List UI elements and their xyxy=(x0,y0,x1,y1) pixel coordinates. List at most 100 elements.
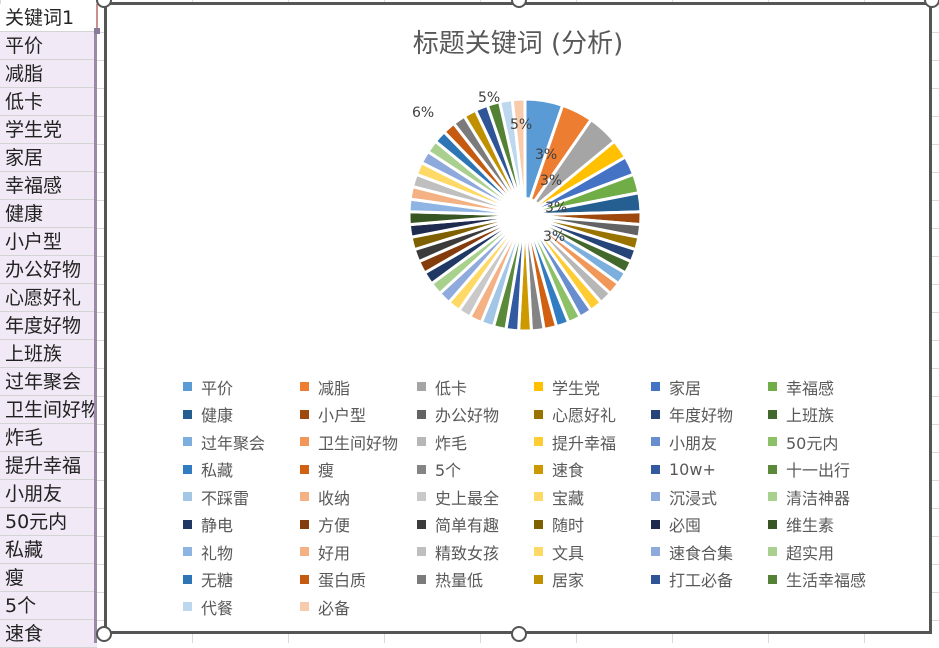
legend-item[interactable]: 好用 xyxy=(300,540,417,564)
legend-item[interactable]: 减脂 xyxy=(300,375,417,399)
legend-swatch-icon xyxy=(768,574,777,584)
legend-label: 私藏 xyxy=(201,461,234,481)
legend-label: 必囤 xyxy=(669,516,702,536)
legend-item[interactable]: 私藏 xyxy=(183,457,300,481)
legend-item[interactable]: 5个 xyxy=(417,457,534,481)
legend-label: 小朋友 xyxy=(669,433,718,453)
legend-item[interactable]: 提升幸福 xyxy=(534,430,651,454)
legend-item[interactable]: 十一出行 xyxy=(768,457,885,481)
legend-item[interactable]: 幸福感 xyxy=(768,375,885,399)
legend-item[interactable]: 简单有趣 xyxy=(417,512,534,536)
legend-item[interactable]: 小户型 xyxy=(300,402,417,426)
legend-item[interactable]: 精致女孩 xyxy=(417,540,534,564)
cell-a7[interactable]: 幸福感 xyxy=(0,172,97,200)
legend-item[interactable]: 必囤 xyxy=(651,512,768,536)
legend-item[interactable]: 50元内 xyxy=(768,430,885,454)
legend-item[interactable]: 代餐 xyxy=(183,595,300,619)
pie-slice-49[interactable] xyxy=(510,97,527,216)
legend-item[interactable]: 低卡 xyxy=(417,375,534,399)
legend-item[interactable]: 年度好物 xyxy=(651,402,768,426)
legend-item[interactable]: 速食 xyxy=(534,457,651,481)
cell-a21[interactable]: 瘦 xyxy=(0,564,97,592)
legend-label: 维生素 xyxy=(786,516,835,536)
cell-a14[interactable]: 过年聚会 xyxy=(0,368,97,396)
legend-label: 减脂 xyxy=(318,378,351,398)
chart-area[interactable]: 标题关键词 (分析) 6% 5% 5% 3% 3% 3% 3% 平价 减脂 低卡 学生党 家居 幸福感… xyxy=(104,2,932,634)
cell-a2[interactable]: 平价 xyxy=(0,32,97,60)
legend-item[interactable]: 速食合集 xyxy=(651,540,768,564)
legend-row: 代餐 必备 xyxy=(183,593,903,621)
legend-item[interactable]: 小朋友 xyxy=(651,430,768,454)
legend-item[interactable]: 维生素 xyxy=(768,512,885,536)
cell-a15[interactable]: 卫生间好物 xyxy=(0,396,97,424)
chart-title[interactable]: 标题关键词 (分析) xyxy=(412,29,624,59)
cell-a17[interactable]: 提升幸福 xyxy=(0,452,97,480)
cell-a13[interactable]: 上班族 xyxy=(0,340,97,368)
legend-swatch-icon xyxy=(300,437,309,447)
legend-item[interactable]: 必备 xyxy=(300,595,417,619)
cell-a3[interactable]: 减脂 xyxy=(0,60,97,88)
legend-item[interactable]: 热量低 xyxy=(417,567,534,591)
data-label: 5% xyxy=(510,117,533,133)
legend-item[interactable]: 办公好物 xyxy=(417,402,534,426)
legend-item[interactable]: 卫生间好物 xyxy=(300,430,417,454)
legend-item[interactable]: 家居 xyxy=(651,375,768,399)
cell-a19[interactable]: 50元内 xyxy=(0,508,97,536)
legend-label: 炸毛 xyxy=(435,433,468,453)
legend-swatch-icon xyxy=(651,464,660,474)
cell-a16[interactable]: 炸毛 xyxy=(0,424,97,452)
selection-handle[interactable] xyxy=(94,28,100,34)
legend-item[interactable]: 文具 xyxy=(534,540,651,564)
legend-swatch-icon xyxy=(768,492,777,502)
cell-a11[interactable]: 心愿好礼 xyxy=(0,284,97,312)
cell-a22[interactable]: 5个 xyxy=(0,592,97,620)
legend-row: 过年聚会 卫生间好物 炸毛 提升幸福 小朋友 50元内 xyxy=(183,428,903,456)
legend-item[interactable]: 宝藏 xyxy=(534,485,651,509)
legend-item[interactable]: 沉浸式 xyxy=(651,485,768,509)
legend-item[interactable]: 炸毛 xyxy=(417,430,534,454)
cell-a1-header[interactable]: 关键词1 xyxy=(0,4,97,32)
cell-a4[interactable]: 低卡 xyxy=(0,88,97,116)
pie-chart[interactable] xyxy=(405,95,645,335)
cell-a5[interactable]: 学生党 xyxy=(0,116,97,144)
legend-item[interactable]: 居家 xyxy=(534,567,651,591)
cell-a12[interactable]: 年度好物 xyxy=(0,312,97,340)
cell-a6[interactable]: 家居 xyxy=(0,144,97,172)
legend-item[interactable]: 清洁神器 xyxy=(768,485,885,509)
legend-label: 健康 xyxy=(201,406,234,426)
legend-item[interactable]: 不踩雷 xyxy=(183,485,300,509)
legend-item[interactable]: 超实用 xyxy=(768,540,885,564)
chart-legend[interactable]: 平价 减脂 低卡 学生党 家居 幸福感 健康 小户型 办公好物 心愿好礼 年度好物 上班族 过年聚会 卫生… xyxy=(183,373,903,621)
resize-handle-bottom[interactable] xyxy=(511,626,527,642)
legend-swatch-icon xyxy=(534,437,543,447)
legend-row: 礼物 好用 精致女孩 文具 速食合集 超实用 xyxy=(183,538,903,566)
legend-item[interactable]: 平价 xyxy=(183,375,300,399)
legend-item[interactable]: 随时 xyxy=(534,512,651,536)
legend-item[interactable]: 健康 xyxy=(183,402,300,426)
legend-item[interactable]: 礼物 xyxy=(183,540,300,564)
legend-label: 方便 xyxy=(318,516,351,536)
legend-item[interactable]: 上班族 xyxy=(768,402,885,426)
legend-item[interactable]: 史上最全 xyxy=(417,485,534,509)
cell-a10[interactable]: 办公好物 xyxy=(0,256,97,284)
cell-a9[interactable]: 小户型 xyxy=(0,228,97,256)
cell-a20[interactable]: 私藏 xyxy=(0,536,97,564)
legend-item[interactable]: 10w+ xyxy=(651,460,768,479)
resize-handle-bottom-left[interactable] xyxy=(96,626,112,642)
legend-item[interactable]: 心愿好礼 xyxy=(534,402,651,426)
legend-item[interactable]: 打工必备 xyxy=(651,567,768,591)
legend-item[interactable]: 学生党 xyxy=(534,375,651,399)
legend-item[interactable]: 生活幸福感 xyxy=(768,567,885,591)
legend-item[interactable]: 收纳 xyxy=(300,485,417,509)
legend-swatch-icon xyxy=(300,519,309,529)
cell-a8[interactable]: 健康 xyxy=(0,200,97,228)
legend-item[interactable]: 瘦 xyxy=(300,457,417,481)
legend-swatch-icon xyxy=(183,409,192,419)
cell-a18[interactable]: 小朋友 xyxy=(0,480,97,508)
legend-item[interactable]: 蛋白质 xyxy=(300,567,417,591)
legend-item[interactable]: 过年聚会 xyxy=(183,430,300,454)
legend-item[interactable]: 无糖 xyxy=(183,567,300,591)
legend-label: 提升幸福 xyxy=(552,433,617,453)
legend-item[interactable]: 静电 xyxy=(183,512,300,536)
legend-item[interactable]: 方便 xyxy=(300,512,417,536)
